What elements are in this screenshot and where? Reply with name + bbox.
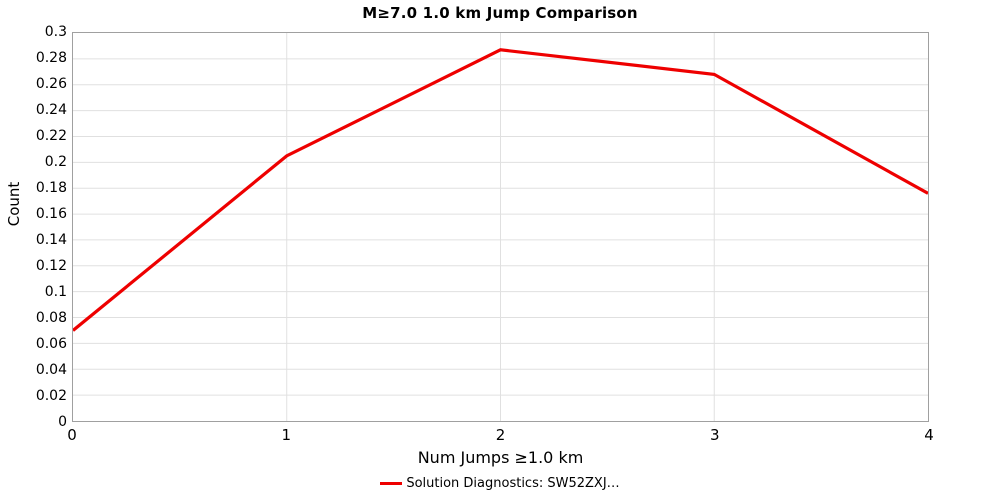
- plot-area: [72, 32, 929, 422]
- x-tick-label: 4: [924, 426, 934, 444]
- x-tick-label: 3: [709, 426, 720, 444]
- x-tick-label: 1: [281, 426, 292, 444]
- y-tick-label: 0.22: [35, 128, 67, 144]
- chart-legend: Solution Diagnostics: SW52ZXJ…: [0, 476, 1000, 491]
- y-tick-label: 0.14: [35, 232, 67, 248]
- y-tick-label: 0.24: [35, 102, 67, 118]
- x-tick-label: 2: [495, 426, 506, 444]
- y-tick-label: 0.08: [35, 310, 67, 326]
- plot-svg: [73, 33, 928, 421]
- y-tick-label: 0.26: [35, 76, 67, 92]
- y-tick-label: 0.18: [35, 180, 67, 196]
- legend-entry[interactable]: Solution Diagnostics: SW52ZXJ…: [380, 476, 620, 491]
- x-axis-tick-labels: 0 1 2 3 4: [67, 426, 934, 448]
- legend-color-swatch-icon: [380, 482, 403, 485]
- y-tick-label: 0.1: [44, 284, 67, 300]
- x-tick-label: 0: [67, 426, 77, 444]
- vertical-gridlines: [286, 33, 715, 421]
- y-axis-tick-labels: 0.3 0.28 0.26 0.24 0.22 0.2 0.18 0.16 0.14 0.12 0.…: [0, 24, 67, 430]
- data-series-group: [73, 50, 928, 331]
- y-tick-label: 0.02: [35, 388, 67, 404]
- y-tick-label: 0: [58, 414, 67, 430]
- series-line-0: [73, 50, 928, 331]
- y-tick-label: 0.04: [35, 362, 67, 378]
- legend-label: Solution Diagnostics: SW52ZXJ…: [406, 476, 620, 491]
- y-tick-label: 0.2: [44, 154, 67, 170]
- y-tick-label: 0.28: [35, 50, 67, 66]
- y-tick-label: 0.06: [35, 336, 67, 352]
- y-tick-label: 0.12: [35, 258, 67, 274]
- x-axis-title: Num Jumps ≥1.0 km: [417, 448, 584, 467]
- y-tick-label: 0.3: [44, 24, 67, 40]
- y-tick-label: 0.16: [35, 206, 67, 222]
- chart-title: M≥7.0 1.0 km Jump Comparison: [362, 4, 638, 22]
